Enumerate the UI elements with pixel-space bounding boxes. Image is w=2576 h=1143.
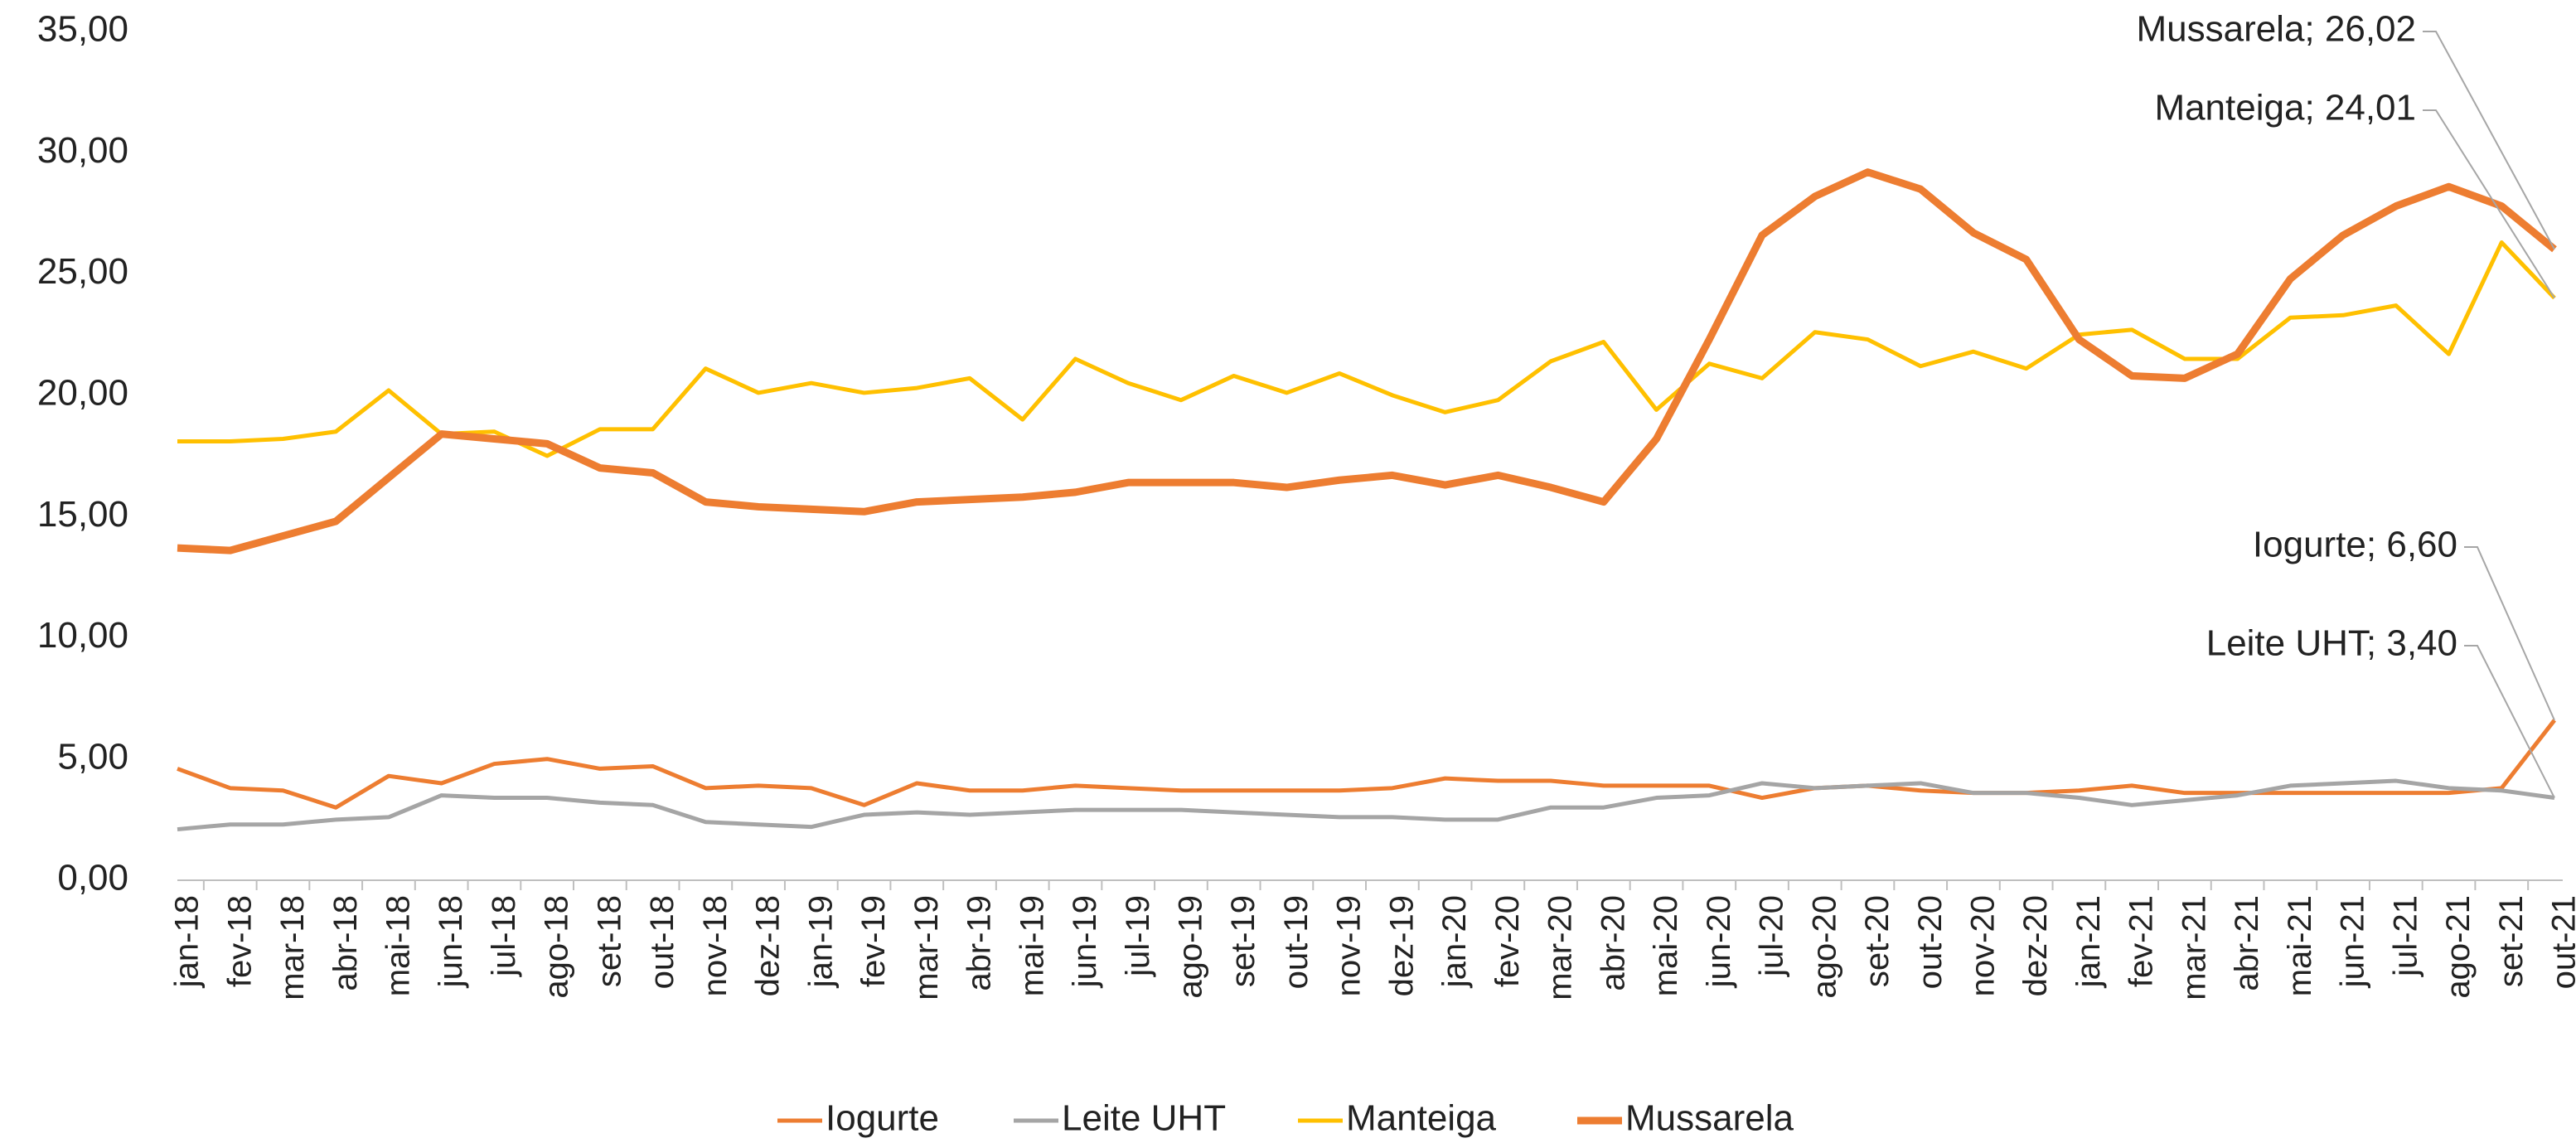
x-tick-label: mar-20 bbox=[1542, 895, 1579, 1000]
x-tick-label: ago-19 bbox=[1172, 895, 1208, 999]
x-tick-label: out-18 bbox=[644, 895, 680, 989]
y-tick-label: 5,00 bbox=[57, 736, 128, 777]
x-tick-label: abr-19 bbox=[961, 895, 998, 991]
legend-label: Iogurte bbox=[826, 1098, 939, 1139]
legend-label: Mussarela bbox=[1625, 1098, 1794, 1139]
x-tick-label: abr-18 bbox=[327, 895, 364, 991]
y-tick-label: 20,00 bbox=[37, 372, 128, 413]
x-tick-label: jan-20 bbox=[1436, 895, 1473, 988]
x-tick-label: jun-18 bbox=[433, 895, 469, 988]
x-tick-label: jan-19 bbox=[802, 895, 839, 988]
x-tick-label: set-20 bbox=[1859, 895, 1896, 987]
x-tick-label: mai-20 bbox=[1648, 895, 1684, 996]
x-tick-label: ago-18 bbox=[539, 895, 575, 999]
y-tick-label: 35,00 bbox=[37, 9, 128, 50]
value-label: Manteiga; 24,01 bbox=[2154, 88, 2416, 128]
line-series bbox=[177, 168, 2557, 555]
leader-line bbox=[2423, 31, 2555, 250]
legend-label: Leite UHT bbox=[1062, 1098, 1226, 1139]
x-tick-label: set-19 bbox=[1225, 895, 1261, 987]
x-tick-label: ago-20 bbox=[1806, 895, 1842, 999]
x-tick-label: mar-21 bbox=[2176, 895, 2212, 1000]
x-tick-label: fev-18 bbox=[221, 895, 258, 987]
line-series bbox=[177, 719, 2556, 810]
x-tick-label: out-19 bbox=[1278, 895, 1315, 989]
x-tick-label: jul-20 bbox=[1754, 895, 1790, 977]
x-tick-label: mai-21 bbox=[2282, 895, 2318, 996]
leader-line bbox=[2464, 645, 2555, 798]
line-series bbox=[177, 778, 2555, 832]
y-tick-label: 0,00 bbox=[57, 858, 128, 898]
value-label: Leite UHT; 3,40 bbox=[2206, 623, 2457, 664]
x-tick-label: jun-19 bbox=[1067, 895, 1103, 988]
y-tick-label: 30,00 bbox=[37, 130, 128, 171]
y-tick-label: 25,00 bbox=[37, 251, 128, 292]
x-tick-label: dez-19 bbox=[1383, 895, 1420, 996]
leader-line bbox=[2423, 109, 2555, 299]
value-label: Mussarela; 26,02 bbox=[2136, 9, 2416, 50]
x-tick-label: abr-21 bbox=[2229, 895, 2265, 991]
x-tick-label: nov-20 bbox=[1964, 895, 2001, 996]
x-tick-label: out-21 bbox=[2546, 895, 2576, 989]
x-tick-label: out-20 bbox=[1912, 895, 1949, 989]
x-tick-label: nov-18 bbox=[697, 895, 734, 996]
x-tick-label: fev-21 bbox=[2123, 895, 2160, 987]
x-tick-label: dez-18 bbox=[750, 895, 787, 996]
x-tick-label: fev-19 bbox=[855, 895, 892, 987]
x-tick-label: abr-20 bbox=[1595, 895, 1631, 991]
x-tick-label: set-21 bbox=[2493, 895, 2530, 987]
x-tick-label: jun-20 bbox=[1701, 895, 1737, 988]
x-tick-label: fev-20 bbox=[1489, 895, 1526, 987]
x-tick-label: jan-18 bbox=[169, 895, 206, 988]
x-tick-label: mar-18 bbox=[274, 895, 311, 1000]
x-tick-label: jul-18 bbox=[486, 895, 522, 977]
x-tick-label: jan-21 bbox=[2070, 895, 2107, 988]
y-tick-label: 15,00 bbox=[37, 494, 128, 535]
leader-line bbox=[2464, 546, 2555, 721]
line-series bbox=[177, 240, 2556, 458]
x-tick-label: nov-19 bbox=[1331, 895, 1368, 996]
x-tick-label: mai-19 bbox=[1014, 895, 1050, 996]
y-tick-label: 10,00 bbox=[37, 615, 128, 656]
x-tick-label: mai-18 bbox=[380, 895, 416, 996]
value-label: Iogurte; 6,60 bbox=[2253, 525, 2457, 565]
x-tick-label: jul-19 bbox=[1120, 895, 1156, 977]
legend-label: Manteiga bbox=[1346, 1098, 1497, 1139]
x-tick-label: jun-21 bbox=[2335, 895, 2371, 988]
x-tick-label: mar-19 bbox=[908, 895, 945, 1000]
x-tick-label: jul-21 bbox=[2387, 895, 2423, 977]
x-tick-label: ago-21 bbox=[2440, 895, 2477, 999]
x-tick-label: set-18 bbox=[591, 895, 627, 987]
x-tick-label: dez-20 bbox=[2017, 895, 2054, 996]
